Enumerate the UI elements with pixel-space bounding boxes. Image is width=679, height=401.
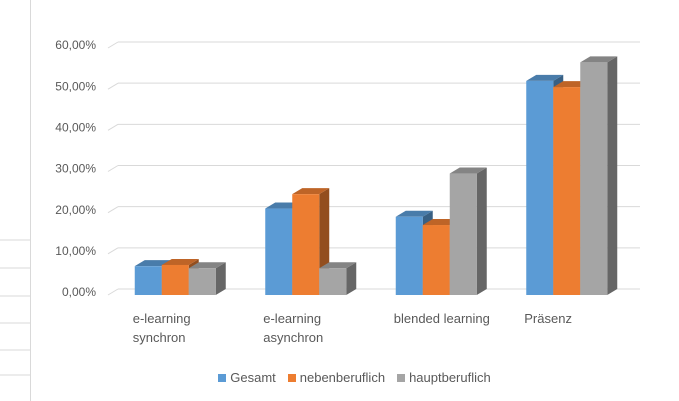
legend: Gesamt nebenberuflich hauptberuflich <box>30 370 679 385</box>
grid-line-depth <box>107 165 119 172</box>
legend-item: hauptberuflich <box>397 370 491 385</box>
bar-side <box>346 262 357 295</box>
x-tick-label: e-learning asynchron <box>263 311 324 345</box>
legend-item: nebenberuflich <box>287 370 386 385</box>
bar <box>526 80 554 295</box>
bar-side <box>215 262 226 295</box>
grid-line-depth <box>107 206 119 214</box>
bar <box>553 87 581 295</box>
bar <box>422 225 450 295</box>
x-tick-label: e-learning synchron <box>132 311 191 345</box>
grid-line-depth <box>107 123 119 131</box>
grid-line-depth <box>107 82 119 90</box>
bar <box>292 194 320 295</box>
y-tick-label: 50,00% <box>55 79 96 93</box>
y-tick-label: 40,00% <box>55 121 96 135</box>
y-tick-label: 30,00% <box>55 162 96 176</box>
bar <box>580 62 608 296</box>
legend-item: Gesamt <box>218 370 276 385</box>
bar-top <box>449 167 487 174</box>
x-tick-label: blended learning <box>393 311 490 326</box>
bar-top <box>292 188 330 195</box>
x-tick-label: Präsenz <box>524 311 572 326</box>
bar <box>395 216 423 295</box>
bar-top <box>188 262 226 269</box>
bar-top <box>319 262 357 269</box>
bar <box>319 268 347 295</box>
bar-3d <box>319 262 357 295</box>
bar-3d <box>580 56 618 296</box>
grid-line-depth <box>107 288 119 296</box>
bar <box>188 268 216 295</box>
legend-label: nebenberuflich <box>299 370 386 385</box>
grid-line-depth <box>107 41 119 49</box>
legend-swatch <box>287 373 296 382</box>
legend-label: Gesamt <box>230 370 276 385</box>
y-tick-label: 10,00% <box>55 244 96 258</box>
y-tick-label: 0,00% <box>62 285 96 299</box>
bar-side <box>476 167 487 295</box>
bar <box>161 264 189 295</box>
bar-side <box>607 56 618 296</box>
y-tick-label: 60,00% <box>55 38 96 52</box>
bar-top <box>395 210 433 217</box>
bar <box>134 266 162 295</box>
bar <box>449 173 477 295</box>
bar-top <box>526 74 564 81</box>
sheet-lines <box>0 239 30 376</box>
bar-top <box>161 258 199 265</box>
legend-swatch <box>397 373 406 382</box>
grid-line-depth <box>107 247 119 255</box>
bar-3d <box>188 262 226 295</box>
bar-3d <box>449 167 487 295</box>
y-tick-label: 20,00% <box>55 203 96 217</box>
bar <box>265 208 293 295</box>
bar-top <box>580 56 618 63</box>
legend-swatch <box>218 373 227 382</box>
legend-label: hauptberuflich <box>409 370 491 385</box>
